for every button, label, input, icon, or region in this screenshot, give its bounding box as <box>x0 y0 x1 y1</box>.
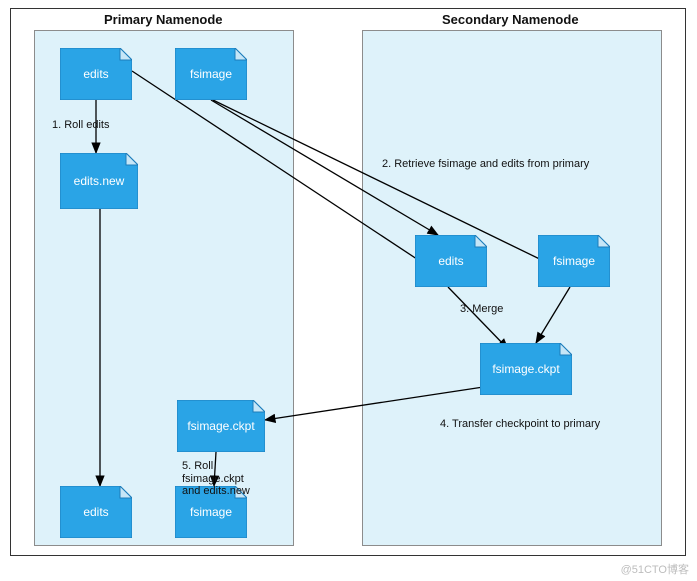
node-secondary-fsimage: fsimage <box>538 235 610 287</box>
node-label: fsimage <box>190 67 232 81</box>
node-primary-fsimage-ckpt: fsimage.ckpt <box>177 400 265 452</box>
node-secondary-fsimage-ckpt: fsimage.ckpt <box>480 343 572 395</box>
step-label-2: 2. Retrieve fsimage and edits from prima… <box>382 158 589 171</box>
watermark: @51CTO博客 <box>621 561 689 577</box>
step-label-4: 4. Transfer checkpoint to primary <box>440 418 600 431</box>
panel-title-secondary: Secondary Namenode <box>442 12 579 27</box>
node-primary-edits-final: edits <box>60 486 132 538</box>
node-label: fsimage.ckpt <box>187 419 254 433</box>
node-label: fsimage.ckpt <box>492 362 559 376</box>
node-label: fsimage <box>190 505 232 519</box>
panel-title-primary: Primary Namenode <box>104 12 223 27</box>
panel-primary <box>34 30 294 546</box>
node-label: edits <box>438 254 463 268</box>
step-label-1: 1. Roll edits <box>52 119 109 132</box>
node-primary-edits-new: edits.new <box>60 153 138 209</box>
step-label-3: 3. Merge <box>460 303 503 316</box>
step-label-5: 5. Rollfsimage.ckptand edits.new <box>182 460 250 498</box>
node-label: edits.new <box>74 174 125 188</box>
node-label: edits <box>83 505 108 519</box>
panel-secondary <box>362 30 662 546</box>
node-label: fsimage <box>553 254 595 268</box>
node-label: edits <box>83 67 108 81</box>
node-primary-fsimage: fsimage <box>175 48 247 100</box>
node-secondary-edits: edits <box>415 235 487 287</box>
node-primary-edits: edits <box>60 48 132 100</box>
